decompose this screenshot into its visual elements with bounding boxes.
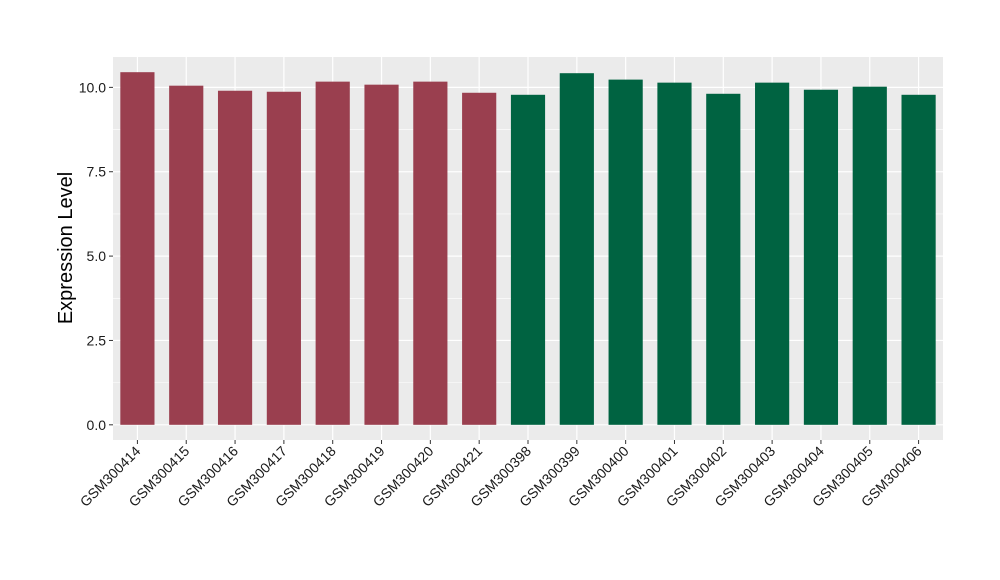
y-tick-label: 2.5: [87, 332, 107, 348]
bar-GSM300405: [852, 86, 887, 425]
bar-GSM300400: [608, 79, 643, 425]
bar-GSM300415: [169, 85, 204, 425]
bar-GSM300416: [217, 90, 253, 425]
y-axis-title: Expression Level: [55, 172, 77, 324]
bar-GSM300419: [364, 84, 399, 425]
y-axis: 0.0 2.5 5.0 7.5 10.0: [79, 79, 113, 433]
bar-GSM300401: [657, 82, 692, 425]
bar-GSM300418: [315, 81, 350, 425]
bar-GSM300406: [901, 94, 936, 425]
y-tick-label: 7.5: [87, 164, 107, 180]
bar-GSM300421: [462, 92, 497, 425]
y-tick-label: 0.0: [87, 417, 107, 433]
bar-GSM300403: [755, 82, 790, 425]
bar-GSM300399: [559, 73, 594, 425]
bar-GSM300414: [120, 72, 155, 425]
x-axis: GSM300414GSM300415GSM300416GSM300417GSM3…: [77, 440, 925, 510]
bar-GSM300417: [266, 91, 301, 425]
bar-GSM300404: [803, 89, 839, 425]
y-tick-label: 5.0: [87, 248, 107, 264]
y-tick-label: 10.0: [79, 79, 106, 95]
bar-GSM300402: [706, 93, 741, 425]
bar-GSM300420: [413, 81, 448, 425]
bars: [120, 72, 936, 425]
bar-GSM300398: [510, 94, 546, 425]
